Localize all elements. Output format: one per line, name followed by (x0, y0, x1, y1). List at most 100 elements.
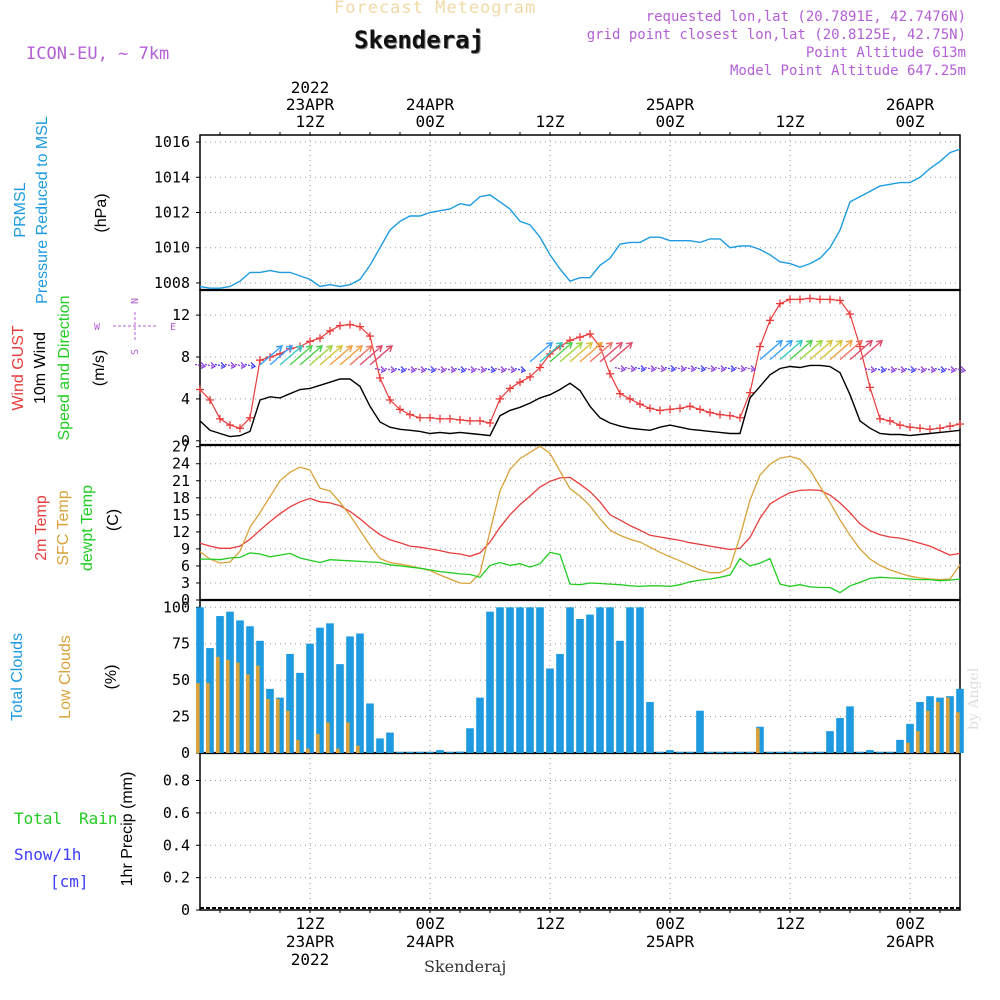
gust-marker (536, 363, 544, 372)
wind-arrow (444, 366, 457, 374)
low-cloud-bar (356, 745, 360, 753)
y-tick-label: 1008 (154, 274, 190, 292)
wind-arrow (769, 339, 794, 361)
gust-marker (766, 316, 774, 325)
total-cloud-bar (336, 664, 344, 753)
low-cloud-bar (906, 742, 910, 753)
wind-arrow (779, 339, 804, 361)
gust-marker (656, 406, 664, 415)
total-cloud-bar (636, 607, 644, 753)
total-cloud-bar (866, 750, 874, 753)
gust-marker (436, 414, 444, 423)
total-cloud-bar (666, 750, 674, 753)
wind-arrow (194, 361, 207, 369)
total-cloud-bar (576, 618, 584, 753)
compass-s: S (130, 349, 141, 355)
label-speed-direction: Speed and Direction (56, 296, 73, 441)
y-tick-label: 0.2 (163, 869, 190, 887)
total-cloud-bar (706, 751, 714, 753)
time-label-bottom: 00Z (896, 914, 925, 933)
gust-marker (926, 425, 934, 434)
wind-arrow (924, 366, 937, 374)
gust-marker (456, 415, 464, 424)
gust-marker (666, 405, 674, 414)
wind-arrow (759, 339, 784, 361)
wind-arrow (434, 366, 447, 374)
wind-arrow (319, 345, 344, 366)
total-cloud-bar (496, 607, 504, 753)
time-label-top: 12Z (536, 112, 565, 131)
total-cloud-bar (216, 616, 224, 753)
gust-marker (236, 424, 244, 433)
wind-arrow (944, 366, 957, 374)
wind-arrow (384, 366, 397, 374)
y-tick-label: 15 (172, 506, 190, 524)
time-label-bottom: 12Z (776, 914, 805, 933)
wind-arrow (724, 365, 737, 373)
wind-arrow (954, 366, 967, 374)
time-label-top: 26APR (886, 95, 935, 114)
total-cloud-bar (326, 623, 334, 753)
temp2m-line (199, 476, 961, 557)
wind-arrow (454, 366, 467, 374)
low-cloud-bar (326, 722, 330, 753)
compass-rose: N W E S (94, 298, 176, 355)
gust-marker (226, 421, 234, 430)
total-cloud-bar (556, 653, 564, 753)
gust-marker (306, 337, 314, 346)
y-tick-label: 1014 (154, 168, 190, 186)
panel-frame (199, 752, 961, 911)
wind-arrow (589, 341, 614, 363)
y-tick-label: 9 (181, 540, 190, 558)
wind-arrow (624, 365, 637, 373)
gust-marker (216, 414, 224, 423)
total-cloud-bar (726, 751, 734, 753)
wind-line (199, 364, 961, 438)
gust-marker (746, 388, 754, 397)
total-cloud-bar (266, 688, 274, 753)
y-tick-label: 1010 (154, 239, 190, 257)
gust-marker (836, 296, 844, 305)
gust-marker (726, 411, 734, 420)
total-cloud-bar (466, 728, 474, 753)
wind-arrow (269, 345, 294, 366)
point-altitude: Point Altitude 613m (805, 45, 966, 61)
wind-arrow (569, 341, 594, 363)
gust-marker (756, 342, 764, 351)
low-cloud-bar (946, 697, 950, 753)
total-cloud-bar (426, 751, 434, 753)
gust-marker (496, 394, 504, 403)
total-cloud-bar (846, 706, 854, 753)
gust-marker (646, 404, 654, 413)
gust-marker (816, 295, 824, 304)
wind-arrow (224, 361, 237, 369)
label-cm: [cm] (50, 872, 89, 891)
total-cloud-bar (926, 696, 934, 753)
low-cloud-bar (336, 748, 340, 753)
low-cloud-bar (956, 712, 960, 753)
gust-marker (846, 310, 854, 319)
wind-arrow (259, 345, 284, 366)
gust-marker (866, 383, 874, 392)
total-cloud-bar (436, 750, 444, 753)
label-total: Total (14, 809, 62, 828)
gust-marker (196, 385, 204, 394)
y-tick-label: 18 (172, 489, 190, 507)
wind-arrow (904, 366, 917, 374)
gust-line (199, 297, 961, 430)
wind-arrow (279, 345, 304, 366)
total-cloud-bar (546, 668, 554, 753)
label-sfc-temp: SFC Temp (55, 490, 72, 565)
y-tick-label: 21 (172, 472, 190, 490)
label-rain: Rain (79, 809, 118, 828)
label-celsius: (C) (105, 509, 122, 531)
gust-marker (346, 320, 354, 329)
gust-marker (506, 384, 514, 393)
label-pressure-msl: Pressure Reduced to MSL (34, 116, 51, 304)
low-cloud-bar (206, 683, 210, 753)
total-cloud-bar (916, 702, 924, 753)
y-tick-label: 0 (181, 901, 190, 919)
footer-location: Skenderaj (424, 957, 507, 976)
total-cloud-bar (486, 611, 494, 753)
total-cloud-bar (716, 751, 724, 753)
